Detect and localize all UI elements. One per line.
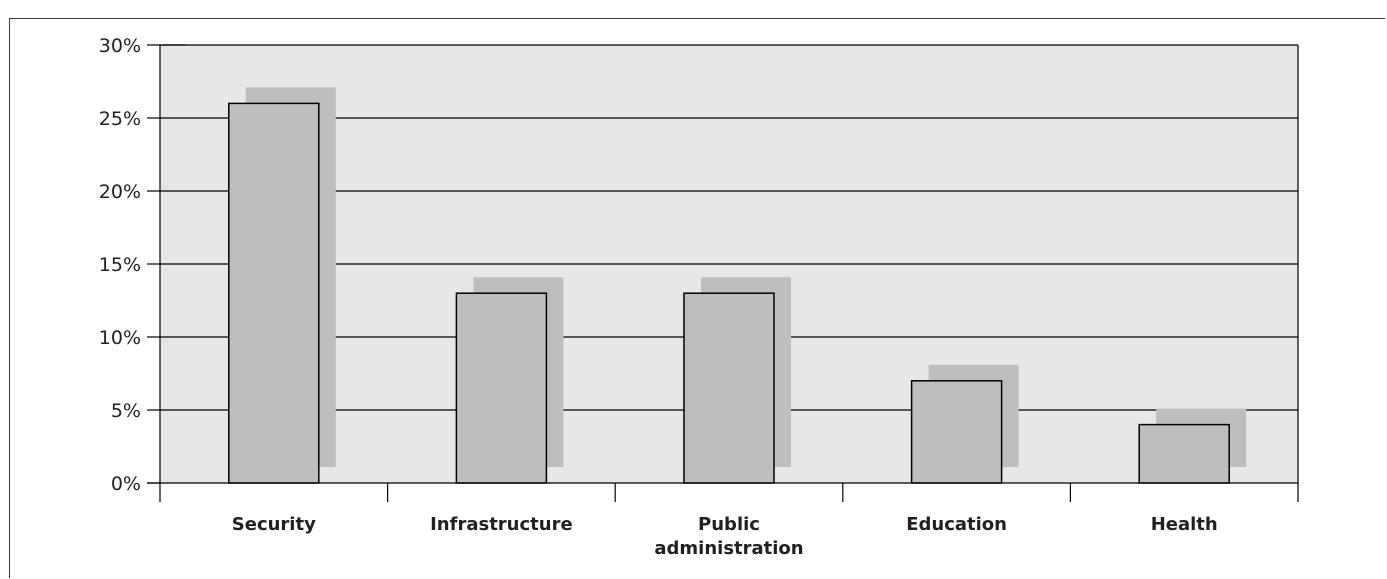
y-tick-label: 0% <box>111 473 141 495</box>
x-tick-label-line: Security <box>232 514 316 535</box>
y-tick-label: 15% <box>99 254 141 276</box>
bar <box>910 380 1003 484</box>
x-tick-label-line: Education <box>906 514 1007 535</box>
x-tick-label-line: Health <box>1151 514 1218 535</box>
figure-frame <box>9 18 1385 578</box>
x-tick-label-line: administration <box>654 538 803 559</box>
x-tick-label: Public administration <box>654 514 803 559</box>
bar <box>455 292 548 484</box>
bar <box>228 102 320 484</box>
y-tick-label: 25% <box>99 108 141 130</box>
y-tick-label: 30% <box>99 35 141 57</box>
y-tick-label: 5% <box>111 400 141 422</box>
x-tick-label: Education <box>906 514 1007 535</box>
y-tick-label: 20% <box>99 181 141 203</box>
x-tick-label: Infrastructure <box>430 514 573 535</box>
bar <box>683 292 775 484</box>
y-tick-label: 10% <box>99 327 141 349</box>
x-tick-label-line: Public <box>698 514 760 535</box>
x-tick-label: Health <box>1151 514 1218 535</box>
x-tick-label: Security <box>232 514 316 535</box>
x-tick-label-line: Infrastructure <box>430 514 573 535</box>
bar <box>1138 423 1230 484</box>
